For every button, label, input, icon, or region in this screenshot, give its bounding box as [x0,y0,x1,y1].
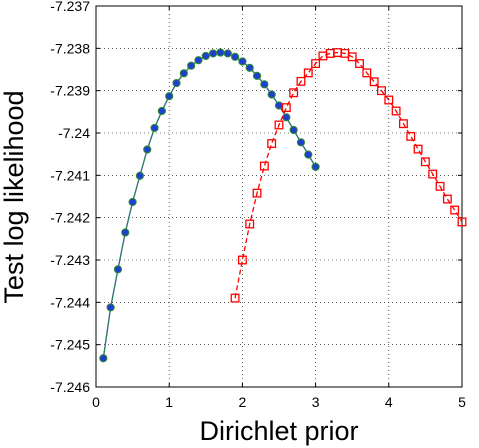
data-point [230,293,240,303]
data-point [209,49,218,58]
data-point [296,138,306,147]
data-point [450,205,460,215]
x-tick-label: 1 [165,394,173,410]
data-point [267,90,276,99]
data-point [172,78,181,88]
data-point [252,71,262,80]
series-1-line [102,51,317,359]
data-point [106,303,115,312]
data-point [457,217,467,227]
data-point [362,68,372,78]
data-point [99,354,108,363]
x-tick-label: 2 [239,394,247,410]
data-point [296,76,306,86]
axis-ticks: 0 1 2 3 4 5 -7.237 -7.238 -7.239 -7.24 -7.241 -7.24… [50,0,466,410]
data-point [157,106,166,116]
data-point [237,255,247,265]
data-point [179,69,188,78]
y-tick-label: -7.242 [50,210,90,226]
data-point [165,92,174,101]
data-point [150,123,159,133]
plot-area-frame [95,5,463,388]
series-1-overlay-line [102,52,316,359]
data-point [216,48,225,57]
data-point [406,131,416,141]
data-point [420,157,430,167]
data-point [274,101,284,110]
x-tick-label: 4 [385,394,393,410]
data-point [194,56,203,65]
data-point [377,86,386,96]
data-point [435,181,445,191]
data-point [267,139,277,149]
data-point [303,68,313,78]
data-point [230,52,240,61]
data-point [391,106,401,116]
data-point [121,228,130,237]
data-point [274,120,284,130]
data-point [413,144,423,154]
y-tick-label: -7.239 [50,83,90,99]
data-point [245,63,254,72]
y-tick-label: -7.241 [50,167,90,183]
data-point [384,95,394,105]
data-point [325,48,335,58]
y-tick-label: -7.238 [50,40,90,56]
data-point [135,171,145,180]
data-point [289,88,299,98]
x-tick-label: 5 [458,394,466,410]
data-point [304,150,313,159]
data-point [347,52,357,62]
data-point [259,161,269,171]
data-point [245,219,255,229]
y-tick-label: -7.237 [50,0,90,14]
x-axis-title: Dirichlet prior [199,416,358,446]
series-layer [99,48,467,363]
data-point [201,51,210,61]
data-point [143,145,152,154]
data-point [128,197,137,207]
data-point [260,80,269,89]
data-point [311,59,321,69]
data-point [238,57,247,66]
x-tick-label: 0 [92,394,100,410]
data-point [442,194,452,204]
data-point [311,162,320,171]
y-tick-label: -7.246 [50,379,90,395]
data-point [187,61,196,70]
series-1 [99,48,320,363]
data-point [355,59,364,69]
data-point [398,119,408,129]
x-tick-label: 3 [312,394,320,410]
grid-lines [95,5,463,388]
y-tick-label: -7.24 [58,125,90,141]
series-2 [230,48,467,303]
data-point [252,188,262,198]
y-tick-label: -7.245 [50,337,90,353]
data-point [369,77,379,87]
data-point [223,49,232,58]
data-point [428,169,438,179]
y-axis-title: Test log likelihood [0,90,29,303]
y-tick-label: -7.243 [50,252,90,268]
data-point [113,265,123,274]
data-point [281,103,291,113]
data-point [282,113,291,122]
data-point [289,125,298,135]
y-tick-label: -7.244 [50,294,90,310]
